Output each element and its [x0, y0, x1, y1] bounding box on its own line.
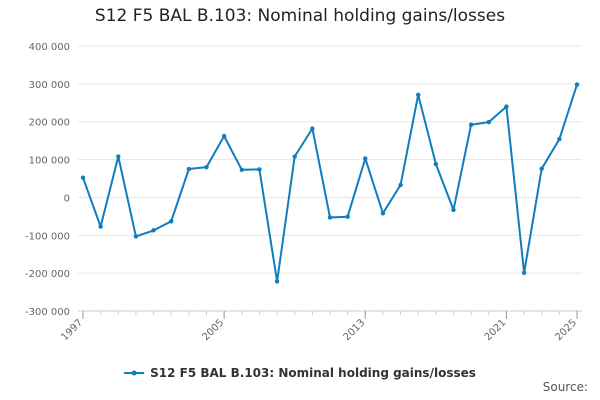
data-point	[169, 219, 174, 224]
data-point	[239, 167, 244, 172]
y-tick-label: 400 000	[29, 42, 70, 53]
data-point	[416, 92, 421, 98]
data-point	[433, 161, 439, 167]
data-point	[557, 136, 562, 142]
data-point	[186, 166, 192, 172]
y-tick-label: 200 000	[29, 118, 70, 129]
data-point	[221, 133, 227, 139]
data-point	[292, 154, 297, 159]
data-point	[327, 215, 333, 220]
y-tick-label: 300 000	[29, 80, 70, 91]
data-point	[539, 166, 544, 171]
legend-label: S12 F5 BAL B.103: Nominal holding gains/…	[150, 366, 476, 380]
data-point	[380, 211, 386, 216]
data-point	[274, 279, 280, 284]
data-point	[486, 119, 491, 125]
data-point	[504, 104, 509, 109]
data-point	[80, 175, 86, 180]
data-point	[133, 234, 139, 239]
legend-marker-icon	[131, 370, 137, 376]
x-tick-label: 2021	[483, 317, 509, 343]
data-point	[98, 224, 103, 229]
data-point	[521, 270, 527, 275]
x-tick-label: 1997	[59, 317, 85, 343]
y-tick-label: -200 000	[25, 269, 70, 280]
x-tick-label: 2013	[342, 317, 368, 343]
chart-title: S12 F5 BAL B.103: Nominal holding gains/…	[94, 6, 506, 26]
data-point	[398, 182, 403, 188]
x-tick-label: 2025	[553, 317, 579, 343]
data-point	[363, 156, 368, 161]
data-point	[468, 122, 474, 127]
y-tick-label: 0	[64, 193, 70, 204]
y-tick-label: 100 000	[29, 156, 70, 167]
data-point	[574, 82, 580, 87]
data-point	[345, 214, 350, 219]
y-tick-label: -300 000	[25, 307, 70, 318]
data-point	[257, 167, 262, 172]
data-point	[451, 207, 456, 213]
x-tick-label: 2005	[200, 317, 226, 343]
data-point	[116, 154, 121, 159]
series-line	[82, 84, 578, 283]
data-point	[310, 126, 315, 131]
data-point	[204, 164, 209, 170]
y-tick-label: -100 000	[25, 231, 70, 242]
data-point	[151, 228, 156, 233]
source-label: Source:	[542, 380, 588, 394]
